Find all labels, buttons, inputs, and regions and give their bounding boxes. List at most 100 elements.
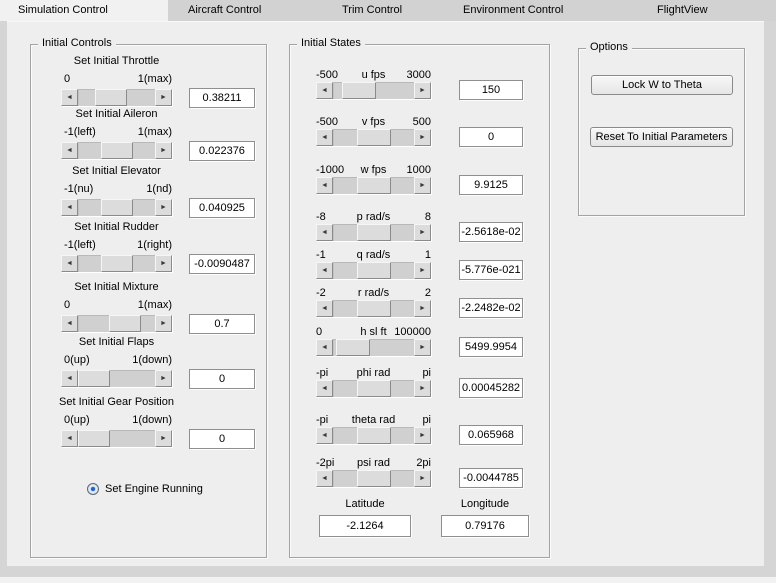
tab-simulation-control[interactable]: Simulation Control — [0, 0, 168, 21]
slider-thumb[interactable] — [78, 430, 110, 447]
slider-right-arrow-button[interactable]: ► — [155, 255, 172, 272]
value-box[interactable]: 5499.9954 — [459, 337, 523, 357]
tab-aircraft-control[interactable]: Aircraft Control — [188, 4, 262, 16]
slider-track[interactable] — [78, 315, 155, 332]
slider-left-arrow-button[interactable]: ◄ — [316, 224, 333, 241]
slider-right-arrow-button[interactable]: ► — [155, 430, 172, 447]
engine-running-radio[interactable]: Set Engine Running — [87, 483, 203, 495]
slider-right-arrow-button[interactable]: ► — [155, 315, 172, 332]
value-box[interactable]: 150 — [459, 80, 523, 100]
slider-track[interactable] — [78, 430, 155, 447]
slider-thumb[interactable] — [357, 427, 391, 444]
slider-left-arrow-button[interactable]: ◄ — [61, 199, 78, 216]
slider-thumb[interactable] — [357, 224, 391, 241]
slider-thumb[interactable] — [109, 315, 141, 332]
slider-left-arrow-button[interactable]: ◄ — [61, 89, 78, 106]
value-box[interactable]: 0.065968 — [459, 425, 523, 445]
value-box[interactable]: 0 — [189, 429, 255, 449]
slider-set-initial-flaps[interactable]: ◄ ► — [61, 370, 172, 387]
value-box[interactable]: 0.022376 — [189, 141, 255, 161]
value-box[interactable]: 0.7 — [189, 314, 255, 334]
slider-left-arrow-button[interactable]: ◄ — [61, 142, 78, 159]
slider-left-arrow-button[interactable]: ◄ — [316, 339, 333, 356]
slider-thumb[interactable] — [357, 380, 391, 397]
slider-right-arrow-button[interactable]: ► — [414, 129, 431, 146]
slider-p-rad-s[interactable]: ◄ ► — [316, 224, 431, 241]
slider-left-arrow-button[interactable]: ◄ — [316, 82, 333, 99]
slider-set-initial-mixture[interactable]: ◄ ► — [61, 315, 172, 332]
reset-to-initial-parameters-button[interactable]: Reset To Initial Parameters — [590, 127, 733, 147]
slider-thumb[interactable] — [101, 255, 133, 272]
slider-thumb[interactable] — [357, 300, 391, 317]
slider-left-arrow-button[interactable]: ◄ — [61, 255, 78, 272]
slider-track[interactable] — [333, 339, 414, 356]
latitude-value-box[interactable]: -2.1264 — [319, 515, 411, 537]
value-box[interactable]: -0.0044785 — [459, 468, 523, 488]
slider-track[interactable] — [333, 177, 414, 194]
slider-thumb[interactable] — [78, 370, 110, 387]
slider-track[interactable] — [333, 224, 414, 241]
lock-w-to-theta-button[interactable]: Lock W to Theta — [591, 75, 733, 95]
slider-right-arrow-button[interactable]: ► — [414, 177, 431, 194]
value-box[interactable]: -2.2482e-02 — [459, 298, 523, 318]
value-box[interactable]: -5.776e-021 — [459, 260, 523, 280]
value-box[interactable]: 9.9125 — [459, 175, 523, 195]
slider-right-arrow-button[interactable]: ► — [414, 427, 431, 444]
slider-thumb[interactable] — [101, 199, 133, 216]
slider-u-fps[interactable]: ◄ ► — [316, 82, 431, 99]
slider-right-arrow-button[interactable]: ► — [414, 339, 431, 356]
slider-right-arrow-button[interactable]: ► — [155, 370, 172, 387]
value-box[interactable]: 0.040925 — [189, 198, 255, 218]
slider-set-initial-rudder[interactable]: ◄ ► — [61, 255, 172, 272]
slider-track[interactable] — [78, 370, 155, 387]
slider-right-arrow-button[interactable]: ► — [414, 470, 431, 487]
value-box[interactable]: 0.00045282 — [459, 378, 523, 398]
slider-left-arrow-button[interactable]: ◄ — [61, 370, 78, 387]
slider-set-initial-elevator[interactable]: ◄ ► — [61, 199, 172, 216]
slider-w-fps[interactable]: ◄ ► — [316, 177, 431, 194]
tab-environment-control[interactable]: Environment Control — [463, 4, 564, 16]
slider-right-arrow-button[interactable]: ► — [414, 262, 431, 279]
slider-right-arrow-button[interactable]: ► — [414, 380, 431, 397]
slider-left-arrow-button[interactable]: ◄ — [316, 380, 333, 397]
longitude-value-box[interactable]: 0.79176 — [441, 515, 529, 537]
slider-right-arrow-button[interactable]: ► — [414, 82, 431, 99]
slider-left-arrow-button[interactable]: ◄ — [316, 177, 333, 194]
slider-left-arrow-button[interactable]: ◄ — [316, 129, 333, 146]
slider-thumb[interactable] — [336, 339, 370, 356]
slider-track[interactable] — [333, 470, 414, 487]
slider-thumb[interactable] — [101, 142, 133, 159]
slider-track[interactable] — [78, 199, 155, 216]
slider-psi-rad[interactable]: ◄ ► — [316, 470, 431, 487]
slider-theta-rad[interactable]: ◄ ► — [316, 427, 431, 444]
slider-set-initial-gear-position[interactable]: ◄ ► — [61, 430, 172, 447]
slider-track[interactable] — [333, 262, 414, 279]
slider-track[interactable] — [78, 142, 155, 159]
slider-right-arrow-button[interactable]: ► — [155, 89, 172, 106]
tab-trim-control[interactable]: Trim Control — [342, 4, 403, 16]
value-box[interactable]: -2.5618e-02 — [459, 222, 523, 242]
slider-track[interactable] — [333, 82, 414, 99]
slider-thumb[interactable] — [357, 129, 391, 146]
slider-thumb[interactable] — [357, 262, 391, 279]
slider-track[interactable] — [333, 380, 414, 397]
slider-right-arrow-button[interactable]: ► — [414, 224, 431, 241]
slider-track[interactable] — [333, 129, 414, 146]
slider-thumb[interactable] — [357, 470, 391, 487]
slider-r-rad-s[interactable]: ◄ ► — [316, 300, 431, 317]
slider-h-sl-ft[interactable]: ◄ ► — [316, 339, 431, 356]
slider-thumb[interactable] — [342, 82, 376, 99]
slider-left-arrow-button[interactable]: ◄ — [316, 470, 333, 487]
value-box[interactable]: -0.0090487 — [189, 254, 255, 274]
slider-v-fps[interactable]: ◄ ► — [316, 129, 431, 146]
slider-left-arrow-button[interactable]: ◄ — [316, 262, 333, 279]
slider-left-arrow-button[interactable]: ◄ — [61, 315, 78, 332]
value-box[interactable]: 0.38211 — [189, 88, 255, 108]
slider-right-arrow-button[interactable]: ► — [155, 199, 172, 216]
radio-icon[interactable] — [87, 483, 99, 495]
slider-phi-rad[interactable]: ◄ ► — [316, 380, 431, 397]
value-box[interactable]: 0 — [189, 369, 255, 389]
slider-set-initial-throttle[interactable]: ◄ ► — [61, 89, 172, 106]
slider-set-initial-aileron[interactable]: ◄ ► — [61, 142, 172, 159]
slider-track[interactable] — [333, 300, 414, 317]
